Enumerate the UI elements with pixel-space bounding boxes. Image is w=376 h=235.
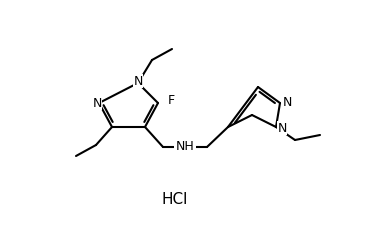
Text: N: N	[282, 95, 292, 109]
Text: N: N	[277, 121, 287, 134]
Text: N: N	[133, 74, 143, 87]
Text: NH: NH	[176, 141, 194, 153]
Text: F: F	[168, 94, 175, 106]
Text: HCl: HCl	[162, 192, 188, 208]
Text: N: N	[92, 97, 102, 110]
